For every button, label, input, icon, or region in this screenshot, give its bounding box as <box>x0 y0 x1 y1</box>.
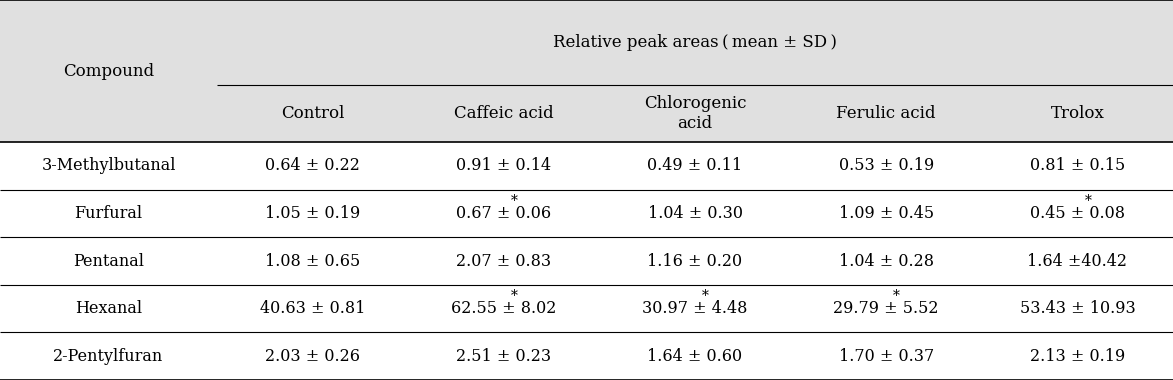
Text: Chlorogenic
acid: Chlorogenic acid <box>644 95 746 133</box>
Text: Relative peak areas ( mean ± SD ): Relative peak areas ( mean ± SD ) <box>552 34 838 51</box>
Text: 0.81 ± 0.15: 0.81 ± 0.15 <box>1030 157 1125 174</box>
Text: *: * <box>701 289 708 303</box>
Text: 0.67 ± 0.06: 0.67 ± 0.06 <box>456 205 551 222</box>
Bar <box>0 237 1173 285</box>
Bar <box>0 285 1173 332</box>
Text: Caffeic acid: Caffeic acid <box>454 105 554 122</box>
Text: 1.64 ± 0.60: 1.64 ± 0.60 <box>647 348 743 365</box>
Text: *: * <box>510 289 517 303</box>
Bar <box>0 332 1173 380</box>
Text: *: * <box>1084 194 1091 208</box>
Text: Pentanal: Pentanal <box>73 252 144 269</box>
Text: 0.53 ± 0.19: 0.53 ± 0.19 <box>839 157 934 174</box>
Text: 3-Methylbutanal: 3-Methylbutanal <box>41 157 176 174</box>
Text: 40.63 ± 0.81: 40.63 ± 0.81 <box>260 300 365 317</box>
Text: 0.64 ± 0.22: 0.64 ± 0.22 <box>265 157 360 174</box>
Bar <box>0 142 1173 190</box>
Text: 0.49 ± 0.11: 0.49 ± 0.11 <box>647 157 743 174</box>
Text: 1.09 ± 0.45: 1.09 ± 0.45 <box>839 205 934 222</box>
Text: 29.79 ± 5.52: 29.79 ± 5.52 <box>834 300 938 317</box>
Text: 1.04 ± 0.28: 1.04 ± 0.28 <box>839 252 934 269</box>
Bar <box>0 0 1173 142</box>
Text: 1.08 ± 0.65: 1.08 ± 0.65 <box>265 252 360 269</box>
Text: Furfural: Furfural <box>74 205 143 222</box>
Text: 1.70 ± 0.37: 1.70 ± 0.37 <box>839 348 934 365</box>
Text: 2.51 ± 0.23: 2.51 ± 0.23 <box>456 348 551 365</box>
Bar <box>0 190 1173 237</box>
Text: 53.43 ± 10.93: 53.43 ± 10.93 <box>1019 300 1135 317</box>
Text: Control: Control <box>280 105 345 122</box>
Text: *: * <box>893 289 900 303</box>
Text: 2.03 ± 0.26: 2.03 ± 0.26 <box>265 348 360 365</box>
Text: 1.04 ± 0.30: 1.04 ± 0.30 <box>647 205 743 222</box>
Text: 2.07 ± 0.83: 2.07 ± 0.83 <box>456 252 551 269</box>
Text: 1.05 ± 0.19: 1.05 ± 0.19 <box>265 205 360 222</box>
Text: Hexanal: Hexanal <box>75 300 142 317</box>
Text: 1.16 ± 0.20: 1.16 ± 0.20 <box>647 252 743 269</box>
Text: 0.45 ± 0.08: 0.45 ± 0.08 <box>1030 205 1125 222</box>
Text: 2-Pentylfuran: 2-Pentylfuran <box>54 348 163 365</box>
Text: Compound: Compound <box>63 62 154 79</box>
Text: Trolox: Trolox <box>1051 105 1104 122</box>
Text: 62.55 ± 8.02: 62.55 ± 8.02 <box>452 300 556 317</box>
Text: 2.13 ± 0.19: 2.13 ± 0.19 <box>1030 348 1125 365</box>
Text: Ferulic acid: Ferulic acid <box>836 105 936 122</box>
Text: 0.91 ± 0.14: 0.91 ± 0.14 <box>456 157 551 174</box>
Text: *: * <box>510 194 517 208</box>
Text: 30.97 ± 4.48: 30.97 ± 4.48 <box>643 300 747 317</box>
Text: 1.64 ±40.42: 1.64 ±40.42 <box>1028 252 1127 269</box>
